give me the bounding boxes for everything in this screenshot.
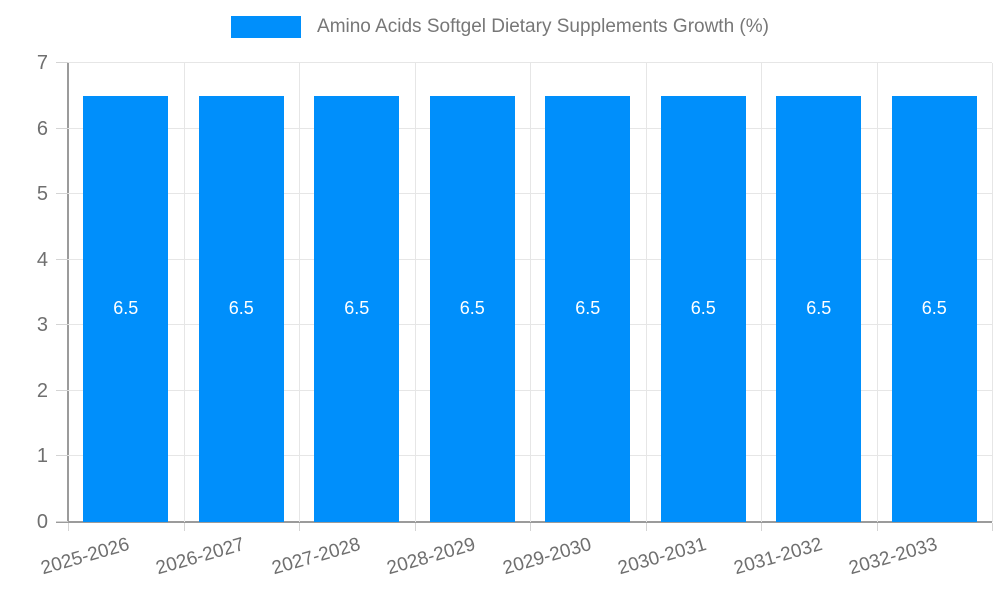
gridline-vertical xyxy=(761,63,762,522)
gridline-vertical xyxy=(183,63,185,522)
bar-2027-2028[interactable]: 6.5 xyxy=(314,95,400,522)
x-axis-tick xyxy=(414,523,416,531)
bar-value-label: 6.5 xyxy=(459,298,485,319)
y-axis-label: 5 xyxy=(36,183,48,206)
x-axis-tick xyxy=(68,523,69,531)
x-axis-line xyxy=(56,521,992,523)
x-axis-tick xyxy=(645,523,647,531)
y-axis-tick xyxy=(56,521,68,522)
bar-value-label: 6.5 xyxy=(228,298,254,319)
y-axis-line xyxy=(67,63,69,522)
bar-2025-2026[interactable]: 6.5 xyxy=(83,95,169,522)
y-axis-label: 6 xyxy=(36,117,48,140)
y-axis-label: 4 xyxy=(36,248,48,271)
bar-2030-2031[interactable]: 6.5 xyxy=(660,95,746,522)
y-axis-tick xyxy=(56,127,68,129)
legend-label: Amino Acids Softgel Dietary Supplements … xyxy=(317,16,769,37)
y-axis-tick xyxy=(56,455,68,457)
bar-2031-2032[interactable]: 6.5 xyxy=(776,95,862,522)
x-axis-tick xyxy=(530,523,531,531)
y-axis-tick xyxy=(56,389,68,391)
bar-value-label: 6.5 xyxy=(575,298,601,319)
y-axis-tick xyxy=(56,258,68,260)
x-axis-tick xyxy=(299,523,300,531)
y-axis-tick xyxy=(56,193,68,195)
bar-value-label: 6.5 xyxy=(113,298,139,319)
gridline-vertical xyxy=(992,63,993,522)
bar-2026-2027[interactable]: 6.5 xyxy=(198,95,284,522)
y-axis-label: 3 xyxy=(36,314,48,337)
plot-area: 6.5 6.5 6.5 6.5 6.5 6.5 6.5 6.5 xyxy=(56,62,993,531)
bar-value-label: 6.5 xyxy=(806,298,832,319)
legend-swatch-icon xyxy=(231,16,302,38)
y-axis-label: 0 xyxy=(36,511,48,533)
gridline-horizontal xyxy=(68,62,992,63)
gridline-vertical xyxy=(299,63,300,522)
gridline-vertical xyxy=(876,63,878,522)
gridline-vertical xyxy=(414,63,416,522)
legend-item[interactable]: Amino Acids Softgel Dietary Supplements … xyxy=(231,16,769,38)
bar-value-label: 6.5 xyxy=(344,298,370,319)
bar-2032-2033[interactable]: 6.5 xyxy=(891,95,977,522)
y-axis-tick xyxy=(56,324,68,326)
x-axis-tick xyxy=(183,523,185,531)
bar-value-label: 6.5 xyxy=(690,298,716,319)
y-axis-tick xyxy=(56,62,68,63)
gridline-vertical xyxy=(530,63,531,522)
y-axis-label: 1 xyxy=(36,445,48,468)
bar-value-label: 6.5 xyxy=(921,298,947,319)
bar-2028-2029[interactable]: 6.5 xyxy=(429,95,515,522)
gridline-vertical xyxy=(645,63,647,522)
x-axis-tick xyxy=(876,523,878,531)
bar-2029-2030[interactable]: 6.5 xyxy=(545,95,631,522)
legend: Amino Acids Softgel Dietary Supplements … xyxy=(0,16,1000,38)
y-axis-label: 7 xyxy=(36,52,48,74)
x-axis-tick xyxy=(992,523,993,531)
x-axis-tick xyxy=(761,523,762,531)
y-axis-label: 2 xyxy=(36,379,48,402)
